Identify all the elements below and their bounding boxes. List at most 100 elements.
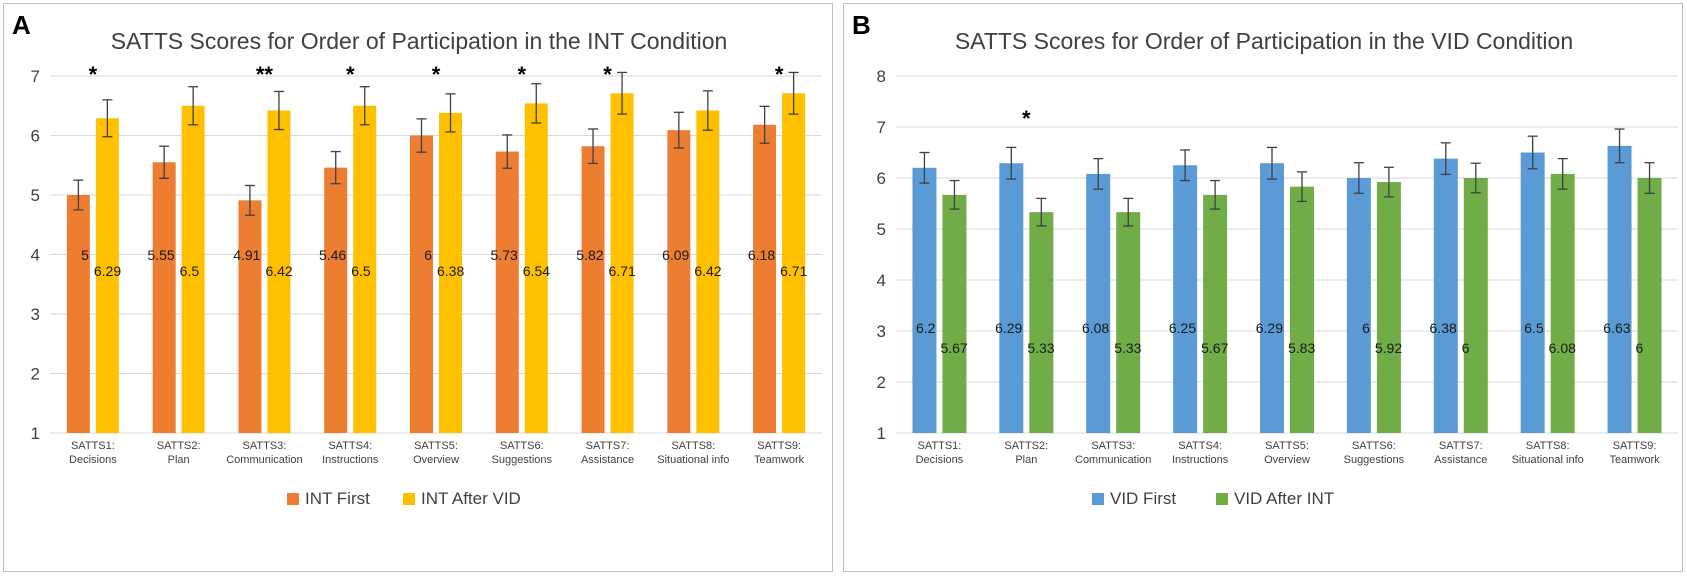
x-tick-label: Assistance xyxy=(1434,454,1487,466)
x-tick-label: Situational info xyxy=(1512,454,1584,466)
x-tick-label: Teamwork xyxy=(1609,454,1660,466)
data-label: 6.29 xyxy=(1256,320,1283,336)
bar xyxy=(1086,173,1111,434)
bar xyxy=(610,93,634,433)
x-tick-label: Suggestions xyxy=(492,454,553,466)
bar xyxy=(1637,178,1662,433)
bar xyxy=(1520,152,1545,433)
x-tick-label: SATTS6: xyxy=(1352,440,1396,452)
x-tick-label: Decisions xyxy=(69,454,117,466)
data-label: 6.54 xyxy=(523,263,550,279)
x-tick-label: SATTS8: xyxy=(1526,440,1570,452)
legend-label: INT After VID xyxy=(421,489,521,508)
significance-marker: * xyxy=(432,62,441,87)
bar xyxy=(524,103,548,434)
chart-b-title: SATTS Scores for Order of Participation … xyxy=(955,28,1573,54)
y-tick-label: 1 xyxy=(31,424,40,443)
y-tick-label: 3 xyxy=(877,322,886,341)
data-label: 6.18 xyxy=(748,247,775,263)
bar xyxy=(1463,178,1488,433)
data-label: 6.08 xyxy=(1549,340,1576,356)
data-label: 6.38 xyxy=(1430,320,1457,336)
x-tick-label: SATTS6: xyxy=(500,440,544,452)
x-tick-label: Instructions xyxy=(1172,454,1229,466)
x-tick-label: Communication xyxy=(226,454,302,466)
bar xyxy=(238,200,262,433)
bar xyxy=(152,162,176,433)
bar xyxy=(912,167,937,434)
data-label: 6.42 xyxy=(694,263,721,279)
x-tick-label: Communication xyxy=(1075,454,1151,466)
bar xyxy=(1550,173,1575,434)
bar xyxy=(753,124,777,433)
data-label: 6.25 xyxy=(1169,320,1196,336)
bar xyxy=(667,130,691,433)
y-tick-label: 1 xyxy=(877,424,886,443)
x-tick-label: SATTS5: xyxy=(1265,440,1309,452)
x-tick-label: SATTS9: xyxy=(1613,440,1657,452)
data-label: 6.29 xyxy=(94,263,121,279)
legend-swatch xyxy=(1092,493,1104,505)
data-label: 6 xyxy=(424,247,432,263)
y-tick-label: 7 xyxy=(31,67,40,86)
bar xyxy=(1376,182,1401,433)
data-label: 6.71 xyxy=(780,263,807,279)
bar xyxy=(353,105,377,433)
data-label: 6.38 xyxy=(437,263,464,279)
x-tick-label: SATTS3: xyxy=(243,440,287,452)
significance-marker: * xyxy=(89,62,98,87)
bar xyxy=(267,110,291,433)
panel-label-a: A xyxy=(12,10,31,40)
data-label: 6.42 xyxy=(265,263,292,279)
data-label: 5.92 xyxy=(1375,340,1402,356)
bar xyxy=(1203,194,1228,433)
bar xyxy=(581,146,605,433)
data-label: 6 xyxy=(1362,320,1370,336)
x-tick-label: SATTS4: xyxy=(1178,440,1222,452)
x-tick-label: Overview xyxy=(413,454,459,466)
legend-label: INT First xyxy=(305,489,370,508)
x-tick-label: SATTS7: xyxy=(586,440,630,452)
x-tick-label: Decisions xyxy=(916,454,964,466)
x-tick-label: Plan xyxy=(168,454,190,466)
bar xyxy=(410,135,433,433)
bar xyxy=(324,167,348,433)
x-tick-label: Overview xyxy=(1264,454,1310,466)
y-tick-label: 4 xyxy=(877,271,886,290)
significance-marker: * xyxy=(775,62,784,87)
bar xyxy=(181,105,205,433)
y-tick-label: 5 xyxy=(877,220,886,239)
data-label: 6.29 xyxy=(995,320,1022,336)
bar xyxy=(95,118,119,434)
y-tick-label: 8 xyxy=(877,67,886,86)
y-tick-label: 5 xyxy=(31,186,40,205)
x-tick-label: SATTS7: xyxy=(1439,440,1483,452)
x-tick-label: Plan xyxy=(1015,454,1037,466)
chart-panel-a: A SATTS Scores for Order of Participatio… xyxy=(3,3,833,572)
data-label: 5.33 xyxy=(1114,340,1141,356)
data-label: 5 xyxy=(81,247,89,263)
bar xyxy=(1607,145,1632,433)
y-tick-label: 4 xyxy=(31,246,40,265)
data-label: 5.73 xyxy=(491,247,518,263)
data-label: 6.5 xyxy=(180,263,200,279)
x-tick-label: SATTS2: xyxy=(157,440,201,452)
legend-label: VID First xyxy=(1110,489,1176,508)
bar xyxy=(696,110,720,433)
chart-a-title: SATTS Scores for Order of Participation … xyxy=(111,28,728,54)
panel-label-b: B xyxy=(852,10,871,40)
x-tick-label: Suggestions xyxy=(1344,454,1405,466)
legend-swatch xyxy=(1216,493,1228,505)
data-label: 6.63 xyxy=(1603,320,1630,336)
bar xyxy=(1260,163,1284,433)
data-label: 5.83 xyxy=(1288,340,1315,356)
bar xyxy=(1433,158,1458,433)
y-tick-label: 6 xyxy=(31,127,40,146)
data-label: 5.67 xyxy=(940,340,967,356)
x-tick-label: SATTS1: xyxy=(918,440,962,452)
bar xyxy=(495,151,519,433)
x-tick-label: Instructions xyxy=(322,454,379,466)
significance-marker: * xyxy=(603,62,612,87)
data-label: 6.5 xyxy=(1524,320,1544,336)
bar xyxy=(782,93,806,433)
